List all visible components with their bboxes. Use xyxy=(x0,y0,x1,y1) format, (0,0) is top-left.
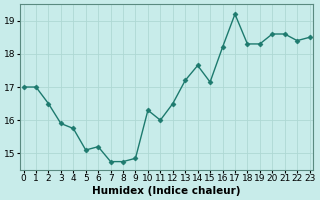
X-axis label: Humidex (Indice chaleur): Humidex (Indice chaleur) xyxy=(92,186,241,196)
